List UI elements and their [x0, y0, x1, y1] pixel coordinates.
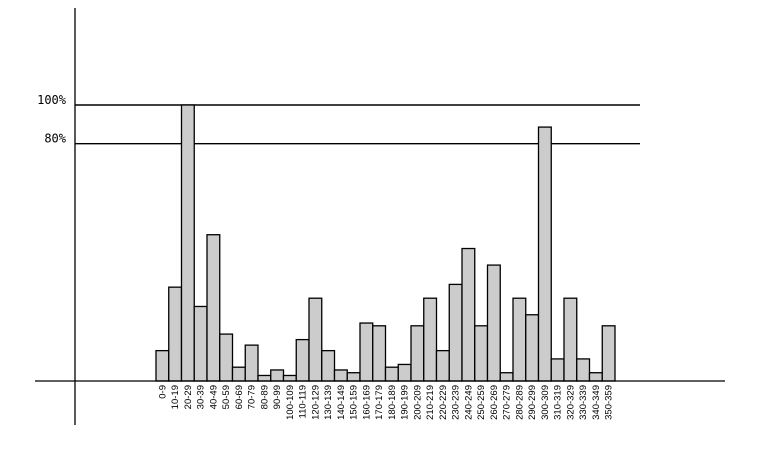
bar	[397, 363, 412, 382]
bar	[295, 338, 310, 382]
bar	[333, 369, 348, 382]
bar	[550, 358, 565, 382]
x-tick-label: 170-179	[374, 385, 385, 420]
x-tick-label: 130-139	[323, 385, 334, 420]
x-tick-label: 80-89	[259, 385, 270, 409]
x-tick-label: 30-39	[196, 385, 207, 409]
bar	[155, 349, 170, 382]
x-tick-label: 300-309	[540, 385, 551, 420]
bar	[512, 297, 527, 382]
x-tick-label: 120-129	[310, 385, 321, 420]
bar	[525, 314, 540, 382]
bar	[346, 372, 361, 382]
x-tick-label: 330-339	[578, 385, 589, 420]
reference-line-label: 100%	[37, 93, 67, 107]
x-tick-label: 90-99	[272, 385, 283, 409]
x-tick-labels: 0-9 10-19 20-29 30-39 40-49 50-59 60-69 70-79 80…	[157, 385, 614, 420]
bar	[282, 374, 297, 382]
x-tick-label: 20-29	[183, 385, 194, 409]
axes-group	[35, 8, 725, 425]
x-tick-label: 160-169	[361, 385, 372, 420]
x-tick-label: 230-239	[451, 385, 462, 420]
bar	[321, 349, 336, 382]
bar	[180, 104, 195, 382]
bar	[219, 333, 234, 382]
bar	[588, 372, 603, 382]
bar	[244, 344, 259, 382]
x-tick-label: 320-329	[565, 385, 576, 420]
bar	[308, 297, 323, 382]
x-tick-label: 220-229	[438, 385, 449, 420]
x-tick-label: 70-79	[247, 385, 258, 409]
bar	[474, 325, 489, 382]
bar	[486, 264, 501, 382]
x-tick-label: 340-349	[591, 385, 602, 420]
bar	[410, 325, 425, 382]
bar	[448, 283, 463, 382]
bar	[537, 126, 552, 382]
bar	[231, 366, 246, 382]
x-tick-label: 40-49	[208, 385, 219, 409]
x-tick-label: 210-219	[425, 385, 436, 420]
bar	[576, 358, 591, 382]
x-tick-label: 270-279	[502, 385, 513, 420]
bar	[372, 325, 387, 382]
x-tick-label: 310-319	[553, 385, 564, 420]
bar	[461, 247, 476, 382]
bar	[423, 297, 438, 382]
bar	[270, 369, 285, 382]
x-tick-label: 140-149	[336, 385, 347, 420]
reference-line-label: 80%	[44, 132, 66, 146]
x-tick-label: 150-159	[349, 385, 360, 420]
x-tick-label: 260-269	[489, 385, 500, 420]
bar	[206, 234, 221, 382]
x-tick-label: 10-19	[170, 385, 181, 409]
x-tick-label: 280-289	[514, 385, 525, 420]
x-tick-label: 290-299	[527, 385, 538, 420]
x-tick-label: 100-109	[285, 385, 296, 420]
x-tick-label: 180-189	[387, 385, 398, 420]
x-tick-label: 0-9	[157, 385, 168, 399]
x-tick-label: 50-59	[221, 385, 232, 409]
x-tick-label: 240-249	[463, 385, 474, 420]
x-tick-label: 60-69	[234, 385, 245, 409]
bar	[601, 325, 616, 382]
bar	[359, 322, 374, 382]
bar	[499, 372, 514, 382]
x-tick-label: 350-359	[604, 385, 615, 420]
x-tick-label: 200-209	[412, 385, 423, 420]
x-tick-label: 110-119	[298, 385, 309, 418]
bar	[563, 297, 578, 382]
bar	[435, 349, 450, 382]
bar	[168, 286, 183, 382]
bar	[257, 374, 272, 382]
bar	[384, 366, 399, 382]
x-tick-label: 250-259	[476, 385, 487, 420]
bar	[193, 305, 208, 382]
x-tick-label: 190-199	[400, 385, 411, 420]
bars-group	[155, 104, 616, 382]
